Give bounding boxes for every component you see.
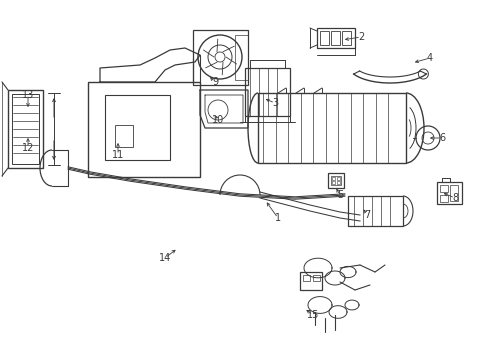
Text: 3: 3 [272, 98, 278, 108]
Bar [320, 31, 329, 45]
Text: 6: 6 [439, 133, 445, 143]
Text: 8: 8 [452, 193, 458, 203]
Bar [258, 93, 406, 163]
Bar [105, 95, 170, 160]
Bar [115, 125, 133, 147]
Text: 15: 15 [307, 310, 319, 320]
Bar [313, 275, 320, 281]
Bar [303, 275, 310, 281]
Bar [450, 185, 458, 201]
Bar [348, 196, 403, 226]
Bar [331, 31, 340, 45]
Bar [12, 94, 39, 164]
Bar [332, 177, 335, 180]
Bar [332, 181, 335, 184]
Text: 5: 5 [337, 190, 343, 200]
Text: 9: 9 [212, 77, 218, 87]
Bar [440, 185, 448, 192]
Text: 4: 4 [427, 53, 433, 63]
Bar [8, 90, 43, 168]
Text: 11: 11 [112, 150, 124, 160]
Bar [337, 181, 340, 184]
Text: 7: 7 [364, 210, 370, 220]
Bar [88, 82, 200, 177]
Text: 12: 12 [22, 143, 34, 153]
Text: 14: 14 [159, 253, 171, 263]
Text: 13: 13 [22, 90, 34, 100]
Bar [342, 31, 351, 45]
Bar [235, 35, 248, 80]
Bar [245, 68, 290, 116]
Bar [193, 30, 248, 85]
Bar [440, 195, 448, 202]
Bar [328, 173, 344, 188]
Bar [437, 182, 462, 204]
Text: 2: 2 [358, 32, 364, 42]
Text: 1: 1 [275, 213, 281, 223]
Bar [337, 177, 340, 180]
Text: 10: 10 [212, 115, 224, 125]
Bar [331, 176, 341, 185]
Bar [300, 272, 322, 290]
Bar [317, 28, 355, 48]
